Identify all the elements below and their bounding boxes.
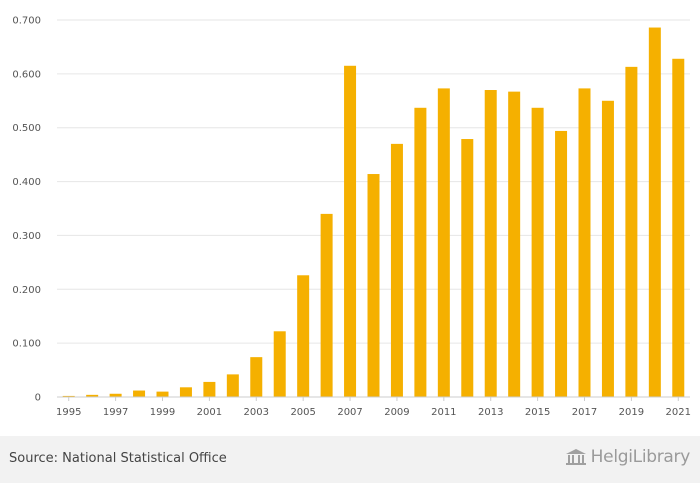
x-tick-label: 2013: [478, 407, 503, 418]
bar-2006: [320, 213, 333, 397]
bar-2005: [297, 275, 310, 397]
bar-2000: [179, 387, 192, 397]
x-tick-label: 1999: [150, 407, 175, 418]
bar-1997: [109, 393, 122, 397]
bar-1996: [86, 394, 99, 397]
x-tick-label: 2003: [244, 407, 269, 418]
x-tick-label: 2005: [290, 407, 315, 418]
bar-chart: 0 0.100 0.200 0.300 0.400 0.500 0.600 0.700 199…: [12, 16, 691, 419]
brand-logo: HelgiLibrary: [565, 447, 690, 467]
y-tick-label: 0.500: [12, 123, 41, 134]
x-tick-label: 1997: [103, 407, 128, 418]
bar-2007: [344, 65, 357, 398]
bar-1995: [62, 395, 75, 397]
x-tick-label: 2007: [337, 407, 362, 418]
bar-2009: [390, 143, 403, 397]
y-tick-label: 0.200: [12, 285, 41, 296]
bar-2013: [484, 90, 497, 397]
y-tick-label: 0.300: [12, 231, 41, 242]
bar-2019: [625, 66, 638, 397]
x-tick-label: 2015: [525, 407, 550, 418]
bar-2001: [203, 381, 216, 397]
x-tick-label: 1995: [56, 407, 81, 418]
x-tick-label: 2009: [384, 407, 409, 418]
bars: [62, 27, 685, 398]
bar-2004: [273, 331, 286, 397]
x-tick-label: 2019: [619, 407, 644, 418]
bar-2014: [508, 91, 521, 397]
bar-1998: [133, 390, 146, 397]
bar-2003: [250, 357, 263, 397]
x-axis-tick-labels: 1995 1997 1999 2001 2003 2005 2007 2009 2011 2013…: [56, 397, 691, 418]
library-building-icon: [565, 448, 587, 466]
bar-2008: [367, 174, 380, 397]
bar-2015: [531, 107, 544, 397]
bar-2020: [648, 27, 661, 397]
y-axis-tick-labels: 0 0.100 0.200 0.300 0.400 0.500 0.600 0.700: [12, 16, 41, 404]
y-tick-label: 0.100: [12, 339, 41, 350]
x-tick-label: 2001: [197, 407, 222, 418]
y-tick-label: 0.600: [12, 69, 41, 80]
x-tick-label: 2011: [431, 407, 456, 418]
brand-name: HelgiLibrary: [590, 447, 691, 467]
footer: Source: National Statistical Office Helg…: [0, 436, 700, 483]
bar-2018: [601, 100, 614, 398]
bar-2011: [437, 88, 450, 398]
bar-2021: [672, 58, 685, 398]
bar-2010: [414, 107, 427, 397]
source-note: Source: National Statistical Office: [9, 451, 227, 466]
bar-1999: [156, 391, 169, 397]
bar-2002: [226, 374, 239, 397]
y-tick-label: 0.700: [12, 16, 41, 27]
x-tick-label: 2021: [666, 407, 691, 418]
y-tick-label: 0: [35, 393, 41, 404]
bar-2016: [555, 130, 568, 397]
bar-2017: [578, 88, 591, 398]
x-tick-label: 2017: [572, 407, 597, 418]
y-tick-label: 0.400: [12, 177, 41, 188]
bar-2012: [461, 139, 474, 397]
